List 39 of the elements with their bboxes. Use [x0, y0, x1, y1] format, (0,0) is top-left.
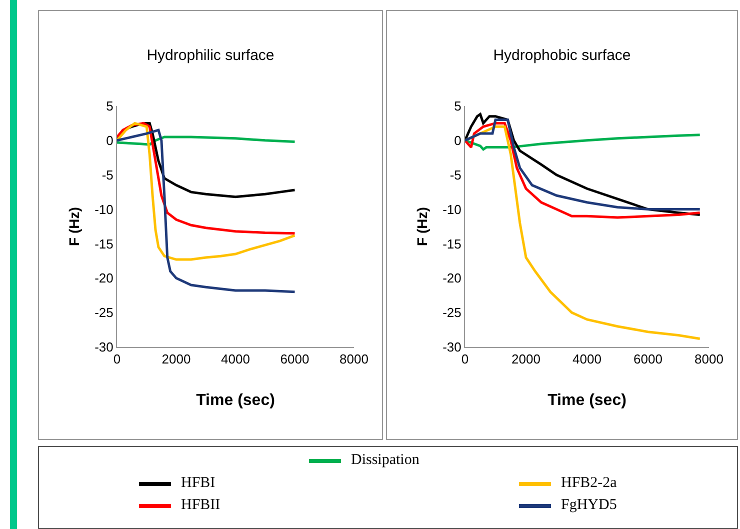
x-tick-label: 8000: [694, 352, 724, 367]
y-tick-label: -25: [442, 305, 462, 320]
y-tick-label: -25: [94, 305, 114, 320]
line-series: [465, 134, 702, 151]
y-tick-label: 0: [454, 132, 462, 148]
legend-label: HFBI: [181, 475, 216, 492]
y-tick-label: -10: [442, 202, 462, 217]
line-series: [117, 136, 296, 146]
y-tick-label: -20: [94, 270, 114, 286]
x-tick-label: 8000: [340, 352, 368, 367]
x-tick-label: 2000: [162, 352, 191, 367]
y-tick-label: -10: [94, 202, 114, 217]
legend-label: HFBII: [181, 497, 220, 514]
x-tick-label: 4000: [572, 352, 602, 367]
x-tick-label: 6000: [634, 352, 662, 367]
x-tick-label: 2000: [512, 352, 540, 367]
y-tick-label: -30: [94, 340, 114, 355]
line-series: [117, 128, 296, 294]
y-axis-title: F (Hz): [66, 207, 82, 246]
y-tick-label: 0: [106, 132, 114, 148]
y-tick-label: -20: [442, 270, 462, 286]
x-axis-title: Time (sec): [196, 392, 275, 409]
x-tick-label: 4000: [221, 352, 250, 367]
y-tick-label: 5: [106, 98, 114, 114]
chart-title: Hydrophobic surface: [493, 47, 631, 64]
chart-title: Hydrophilic surface: [146, 47, 274, 64]
x-axis-title: Time (sec): [548, 392, 626, 409]
legend-label: FgHYD5: [561, 497, 617, 514]
y-tick-label: -15: [94, 236, 114, 252]
x-tick-label: 6000: [280, 352, 310, 367]
legend-label: HFB2-2a: [561, 475, 617, 492]
y-axis-title: F (Hz): [414, 207, 430, 246]
line-series: [117, 122, 296, 261]
y-tick-label: -5: [450, 167, 462, 182]
y-tick-label: -5: [102, 167, 114, 182]
y-tick-label: -15: [442, 236, 462, 252]
y-tick-label: 5: [454, 98, 462, 114]
y-tick-label: -30: [442, 340, 462, 355]
legend-label: Dissipation: [351, 452, 420, 469]
